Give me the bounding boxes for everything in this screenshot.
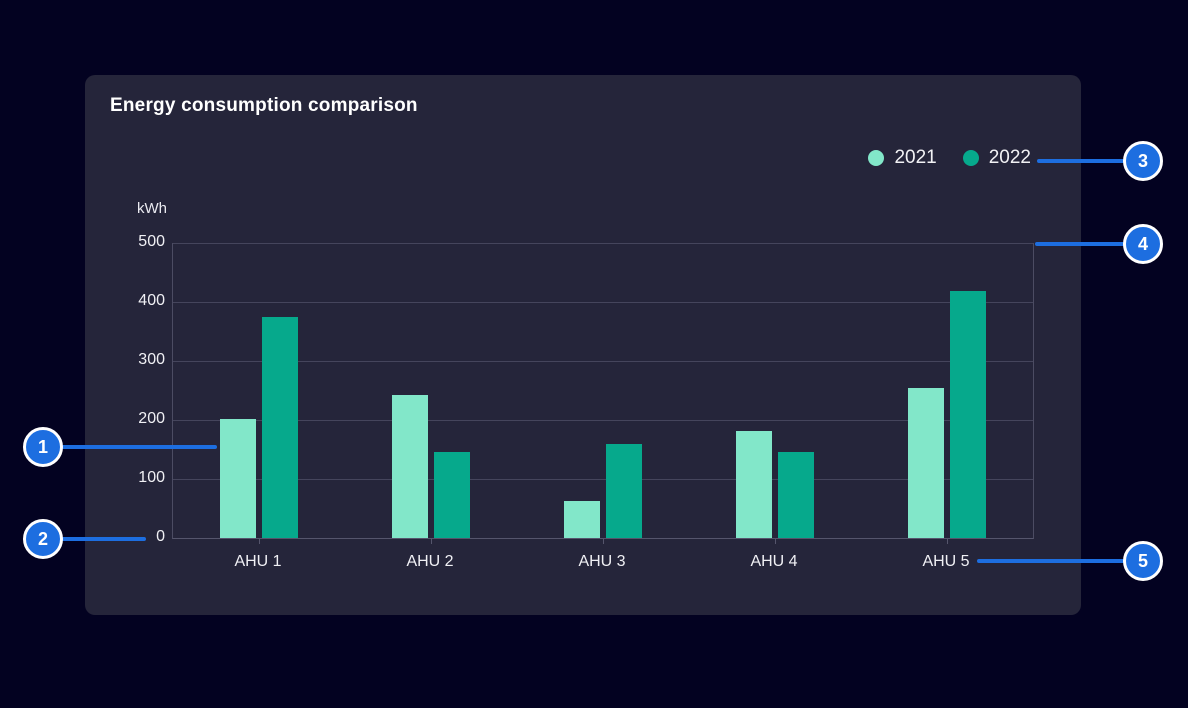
callout-badge-1: 1: [23, 427, 63, 467]
y-tick-label-100: 100: [138, 469, 165, 486]
chart-card: Energy consumption comparison 2021 2022 k…: [85, 75, 1081, 615]
bar-2022-ahu-2: [434, 452, 470, 538]
chart-legend: 2021 2022: [868, 147, 1031, 169]
x-tick-label-ahu-5: AHU 5: [922, 553, 970, 570]
callout-badge-3: 3: [1123, 141, 1163, 181]
bar-2022-ahu-1: [262, 316, 298, 538]
callout-line-2: [58, 537, 146, 541]
callout-number: 2: [37, 528, 48, 549]
bar-2021-ahu-2: [392, 395, 428, 538]
callout-line-4: [1035, 242, 1128, 246]
y-tick-label-200: 200: [138, 410, 165, 427]
bar-2021-ahu-4: [736, 431, 772, 538]
bar-2022-ahu-4: [778, 452, 814, 538]
callout-line-3: [1037, 159, 1128, 163]
callout-line-5: [977, 559, 1128, 563]
callout-number: 3: [1137, 150, 1148, 171]
legend-dot-icon: [868, 150, 885, 166]
bar-2022-ahu-3: [606, 443, 642, 538]
legend-item-2021[interactable]: 2021: [868, 147, 937, 169]
y-axis-unit-label: kWh: [137, 200, 167, 217]
callout-number: 4: [1137, 233, 1148, 254]
x-tick-label-ahu-3: AHU 3: [578, 553, 626, 570]
plot-area: [172, 243, 1034, 544]
bar-2021-ahu-3: [564, 501, 600, 538]
bar-2022-ahu-5: [950, 291, 986, 538]
gridline-400: [173, 302, 1033, 303]
y-tick-label-300: 300: [138, 351, 165, 368]
legend-item-2022[interactable]: 2022: [962, 147, 1031, 169]
callout-line-1: [58, 445, 217, 449]
x-tick-label-ahu-1: AHU 1: [234, 553, 282, 570]
legend-label: 2022: [988, 147, 1031, 168]
callout-number: 5: [1137, 550, 1148, 571]
gridline-200: [173, 420, 1033, 421]
x-tick-label-ahu-4: AHU 4: [750, 553, 798, 570]
gridline-100: [173, 479, 1033, 480]
y-tick-label-500: 500: [138, 233, 165, 250]
x-tick: [431, 539, 432, 544]
y-tick-label-0: 0: [156, 528, 165, 545]
chart-title: Energy consumption comparison: [110, 95, 418, 116]
bar-2021-ahu-1: [220, 418, 256, 538]
y-tick-label-400: 400: [138, 292, 165, 309]
callout-badge-5: 5: [1123, 541, 1163, 581]
gridline-500: [173, 243, 1033, 244]
x-tick: [947, 539, 948, 544]
legend-label: 2021: [894, 147, 937, 168]
x-tick: [775, 539, 776, 544]
x-tick: [603, 539, 604, 544]
x-tick-label-ahu-2: AHU 2: [406, 553, 454, 570]
bar-2021-ahu-5: [908, 387, 944, 538]
callout-badge-2: 2: [23, 519, 63, 559]
legend-dot-icon: [962, 150, 979, 166]
gridline-300: [173, 361, 1033, 362]
callout-badge-4: 4: [1123, 224, 1163, 264]
x-tick: [259, 539, 260, 544]
callout-number: 1: [37, 436, 48, 457]
